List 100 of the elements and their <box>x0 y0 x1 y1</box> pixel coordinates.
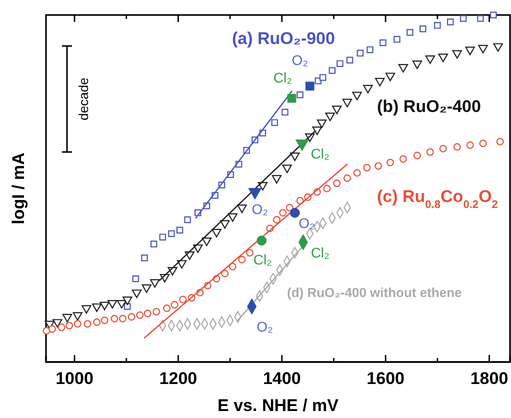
point <box>296 139 309 151</box>
annotation: O₂ <box>256 318 273 334</box>
annotation: O₂ <box>252 200 268 217</box>
point <box>132 275 140 282</box>
x-tick-label: 1600 <box>366 369 404 388</box>
point <box>496 138 504 146</box>
x-tick-label: 1800 <box>470 369 508 388</box>
point <box>272 175 282 184</box>
point <box>336 60 344 67</box>
point <box>478 44 488 54</box>
annotation: Cl₂ <box>310 244 330 260</box>
point <box>477 15 484 22</box>
point <box>460 15 467 22</box>
point <box>434 22 441 29</box>
point <box>333 180 341 188</box>
point <box>159 234 166 240</box>
annotation: Cl₂ <box>310 145 330 162</box>
point <box>352 92 362 100</box>
point <box>271 119 278 126</box>
x-tick-label: 1000 <box>56 369 94 388</box>
point <box>290 152 300 162</box>
point <box>493 43 503 52</box>
point <box>279 209 287 217</box>
point <box>100 302 110 310</box>
point <box>353 169 361 177</box>
point <box>168 230 175 237</box>
point <box>82 305 92 314</box>
point <box>332 106 342 114</box>
series-label: (b) RuO₂-400 <box>377 97 481 116</box>
point <box>246 248 254 256</box>
point <box>163 304 171 312</box>
point <box>296 91 304 98</box>
point <box>426 148 434 156</box>
point <box>150 279 160 288</box>
point <box>116 300 127 309</box>
point <box>343 174 351 182</box>
point <box>394 36 400 43</box>
point <box>228 262 236 270</box>
point <box>74 320 82 328</box>
point <box>150 240 158 248</box>
point <box>238 256 246 264</box>
annotation: Cl₂ <box>253 251 272 268</box>
series-label: (a) RuO₂-900 <box>232 29 335 48</box>
point <box>316 120 327 128</box>
point <box>363 164 371 172</box>
point <box>62 314 72 322</box>
point <box>413 152 421 160</box>
point <box>93 318 101 326</box>
point <box>66 322 74 330</box>
point <box>375 78 385 86</box>
point <box>108 300 118 309</box>
point <box>132 290 142 298</box>
point <box>212 228 222 238</box>
point <box>136 311 144 319</box>
annotation: O₂ <box>292 52 308 68</box>
point <box>72 312 82 321</box>
point <box>237 204 247 214</box>
point <box>184 216 191 224</box>
point <box>366 46 374 54</box>
point <box>282 164 292 174</box>
point <box>412 60 422 70</box>
point <box>374 162 382 170</box>
point <box>380 39 386 46</box>
point <box>122 296 132 306</box>
point <box>202 238 212 246</box>
point <box>128 313 136 321</box>
point <box>110 314 118 322</box>
point <box>272 216 280 224</box>
point <box>323 184 331 192</box>
point <box>286 204 294 212</box>
point <box>152 308 160 316</box>
point <box>420 26 426 32</box>
point <box>228 213 238 222</box>
point <box>342 98 352 108</box>
point <box>328 67 336 74</box>
point <box>452 50 462 59</box>
series-label: (d) RuO₂-400 without ethene <box>287 285 462 300</box>
point <box>325 112 335 122</box>
annotation: Cl₂ <box>273 68 292 85</box>
point <box>193 244 203 254</box>
point <box>179 296 187 304</box>
point <box>220 220 230 229</box>
point <box>479 140 487 148</box>
point <box>439 144 447 152</box>
point <box>386 158 394 166</box>
point <box>221 270 229 278</box>
point <box>465 46 475 56</box>
x-tick-label: 1200 <box>159 369 198 388</box>
point <box>144 310 152 318</box>
point <box>447 18 454 26</box>
point <box>58 324 66 332</box>
point <box>84 320 92 328</box>
annotation: decade <box>76 78 91 120</box>
point <box>141 254 148 262</box>
point <box>356 50 364 57</box>
point <box>490 12 497 18</box>
point <box>398 64 408 73</box>
point <box>282 108 288 116</box>
point <box>312 126 322 136</box>
series-label: (c) Ru$_{0.8}$Co$_{0.2}$O$_{2}$ <box>377 187 498 211</box>
